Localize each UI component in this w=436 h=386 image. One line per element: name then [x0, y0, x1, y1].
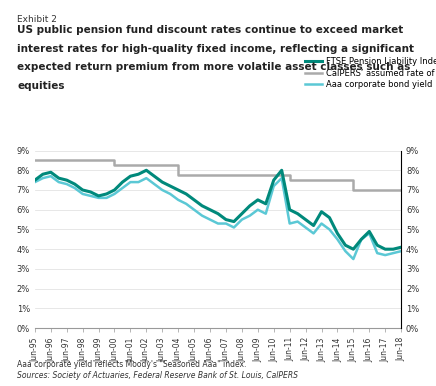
Text: Aaa corporate yield reflects Moody's "Seasoned Aaa" index.: Aaa corporate yield reflects Moody's "Se…	[17, 360, 247, 369]
Text: US public pension fund discount rates continue to exceed market: US public pension fund discount rates co…	[17, 25, 404, 35]
Text: expected return premium from more volatile asset classes such as: expected return premium from more volati…	[17, 62, 411, 72]
Text: Sources: Society of Actuaries, Federal Reserve Bank of St. Louis, CalPERS: Sources: Society of Actuaries, Federal R…	[17, 371, 298, 380]
Text: interest rates for high-quality fixed income, reflecting a significant: interest rates for high-quality fixed in…	[17, 44, 415, 54]
Legend: FTSE Pension Liability Index, CalPERS’ assumed rate of return, Aaa corporate bon: FTSE Pension Liability Index, CalPERS’ a…	[305, 57, 436, 89]
Text: equities: equities	[17, 81, 65, 91]
Text: Exhibit 2: Exhibit 2	[17, 15, 57, 24]
